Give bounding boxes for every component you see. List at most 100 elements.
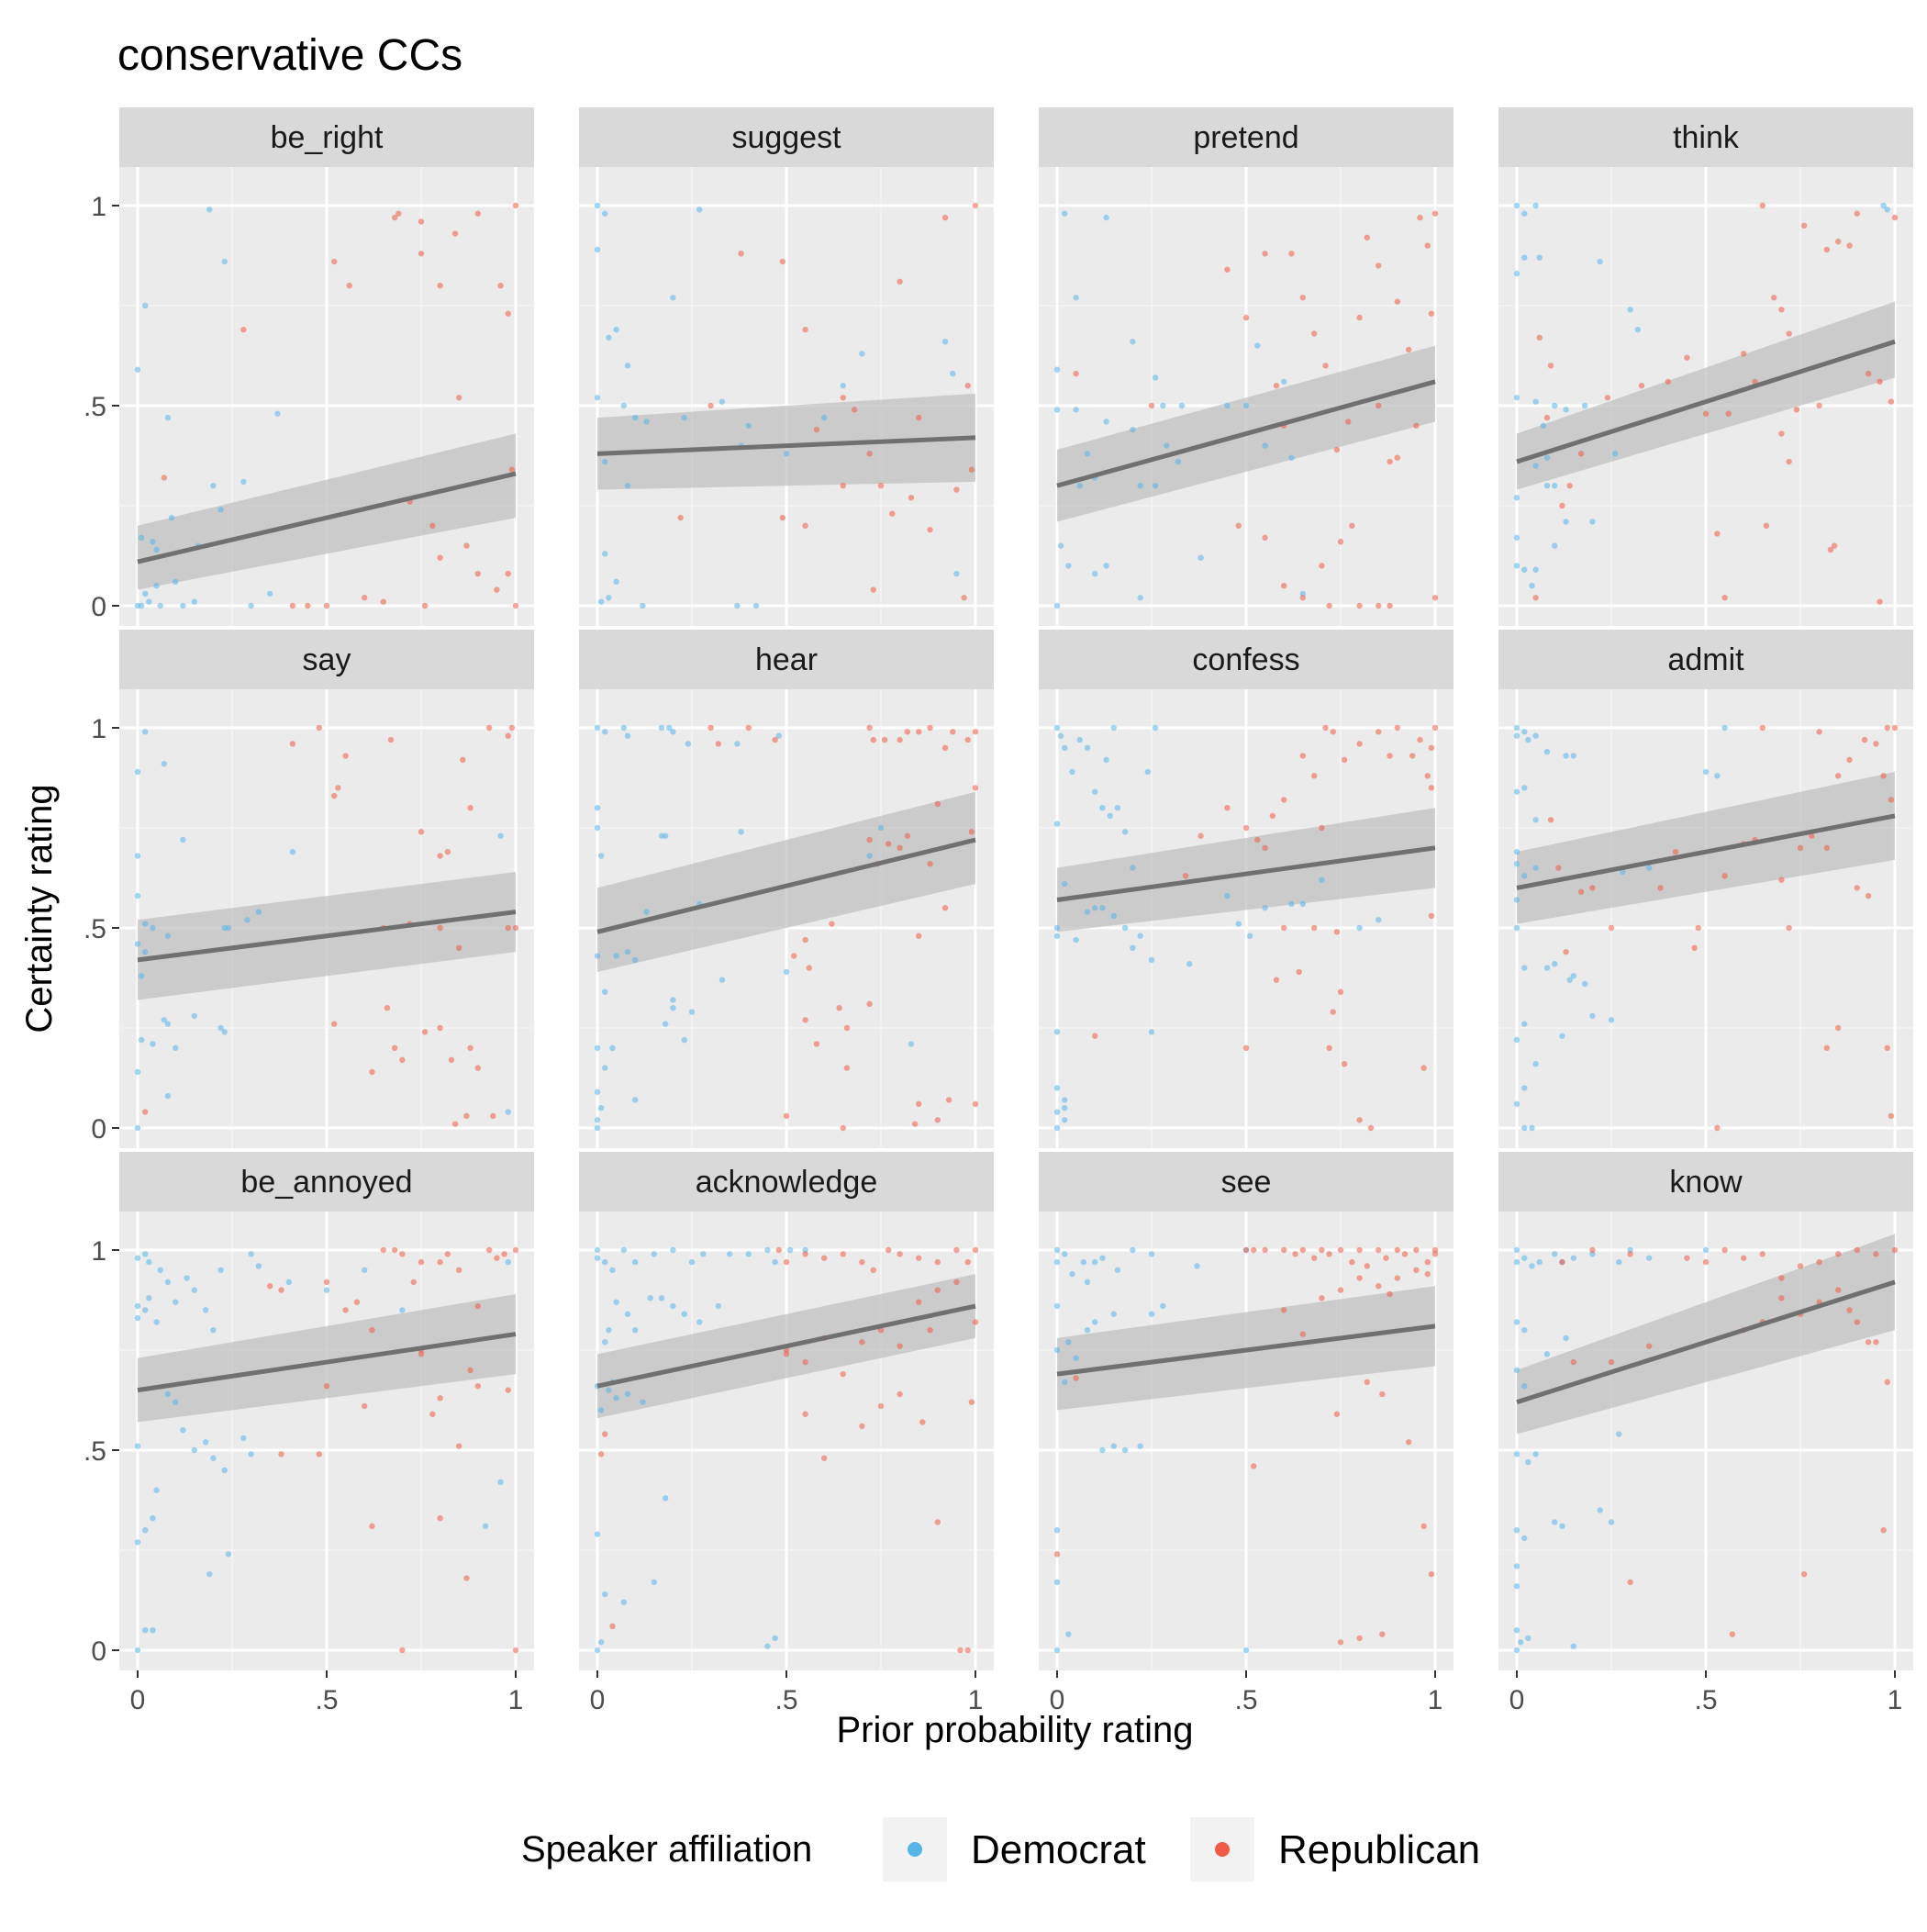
data-point-republican (1413, 1246, 1420, 1254)
data-point-republican (1797, 1263, 1804, 1269)
data-point-democrat (1517, 1639, 1524, 1646)
data-point-republican (342, 1307, 349, 1313)
data-point-democrat (688, 1009, 696, 1015)
data-point-democrat (1616, 1431, 1622, 1437)
data-point-republican (1296, 968, 1302, 976)
x-tick-label: 0 (590, 1685, 606, 1715)
data-point-republican (494, 586, 500, 593)
data-point-republican (331, 258, 338, 265)
data-point-democrat (1521, 1255, 1528, 1261)
data-point-democrat (153, 1319, 160, 1325)
data-point-democrat (1114, 805, 1121, 811)
data-point-republican (1891, 1246, 1899, 1254)
data-point-republican (1333, 446, 1341, 453)
data-point-democrat (594, 1531, 601, 1537)
data-point-democrat (1057, 542, 1064, 549)
data-point-democrat (1148, 1029, 1155, 1035)
data-point-republican (715, 741, 722, 747)
data-point-democrat (142, 590, 149, 597)
data-point-democrat (1513, 897, 1520, 903)
x-tick-label: 0 (1509, 1685, 1525, 1715)
data-point-democrat (647, 1295, 653, 1301)
data-point-democrat (1532, 817, 1539, 823)
data-point-republican (1073, 370, 1079, 377)
data-point-republican (1337, 1246, 1344, 1254)
data-point-republican (897, 1390, 903, 1398)
data-point-republican (429, 522, 436, 529)
data-point-democrat (1513, 1036, 1520, 1044)
data-point-republican (1846, 1307, 1853, 1313)
data-point-republican (451, 230, 459, 237)
x-tick-label: 1 (1888, 1685, 1903, 1715)
data-point-republican (870, 586, 876, 593)
data-point-democrat (1160, 1302, 1166, 1310)
legend: Speaker affiliation Democrat Republican (521, 1817, 1480, 1882)
data-point-democrat (1084, 909, 1091, 915)
data-point-republican (1608, 924, 1615, 932)
data-point-democrat (191, 1287, 197, 1293)
data-point-republican (1424, 773, 1431, 779)
data-point-republican (437, 853, 443, 859)
legend-dot-republican (1215, 1842, 1230, 1857)
data-point-democrat (613, 953, 619, 959)
data-point-republican (1322, 724, 1329, 731)
data-point-democrat (1513, 1563, 1520, 1569)
data-point-republican (1559, 1258, 1565, 1266)
data-point-democrat (859, 351, 865, 357)
regression-line (1056, 845, 1436, 902)
data-point-republican (779, 258, 786, 265)
data-point-republican (1741, 1255, 1747, 1261)
data-point-democrat (1611, 451, 1619, 457)
data-point-democrat (153, 546, 160, 553)
data-point-democrat (1513, 1367, 1520, 1374)
data-point-democrat (651, 1579, 657, 1586)
data-point-democrat (624, 483, 631, 489)
y-tick-label: 0 (91, 592, 106, 622)
data-point-democrat (1062, 1117, 1068, 1123)
data-point-republican (866, 451, 873, 457)
data-point-republican (1262, 534, 1268, 542)
data-point-republican (1356, 1246, 1363, 1254)
data-point-republican (802, 1017, 808, 1023)
data-point-republican (1888, 797, 1895, 803)
data-point-democrat (1543, 1351, 1551, 1357)
data-point-republican (941, 905, 949, 911)
data-point-democrat (1563, 519, 1569, 525)
y-tick-label: 0 (91, 1636, 106, 1667)
data-point-democrat (1513, 1627, 1520, 1634)
data-point-republican (851, 407, 858, 413)
data-point-democrat (1288, 454, 1295, 461)
data-point-democrat (191, 1012, 197, 1020)
data-point-democrat (1513, 724, 1520, 731)
data-point-republican (1288, 251, 1295, 257)
facet-panel-know: know 0 .5 1 (1498, 1152, 1913, 1715)
data-point-republican (289, 602, 296, 609)
data-point-democrat (134, 768, 141, 776)
data-point-democrat (606, 334, 612, 341)
data-point-democrat (173, 1399, 179, 1405)
data-point-democrat (1053, 602, 1061, 609)
data-point-republican (353, 1299, 361, 1305)
data-point-democrat (1053, 724, 1061, 731)
data-point-democrat (1513, 395, 1520, 401)
data-point-republican (677, 514, 684, 521)
data-point-republican (1888, 1112, 1895, 1120)
data-point-democrat (786, 1246, 794, 1254)
confidence-band (597, 393, 975, 490)
data-point-democrat (681, 1036, 687, 1044)
data-point-democrat (210, 1455, 217, 1461)
data-point-republican (1431, 210, 1439, 217)
x-axis-title: Prior probability rating (836, 1710, 1193, 1750)
data-point-republican (467, 805, 473, 811)
data-point-republican (840, 395, 846, 401)
data-point-democrat (594, 805, 601, 811)
data-point-republican (870, 1267, 876, 1274)
data-point-democrat (1513, 1647, 1520, 1654)
data-point-republican (1387, 753, 1393, 759)
data-point-democrat (700, 1251, 707, 1257)
data-point-republican (512, 1246, 519, 1254)
data-point-democrat (1092, 788, 1098, 795)
data-point-republican (745, 724, 752, 731)
data-point-republican (1376, 602, 1382, 609)
facet-strip (579, 1152, 994, 1212)
